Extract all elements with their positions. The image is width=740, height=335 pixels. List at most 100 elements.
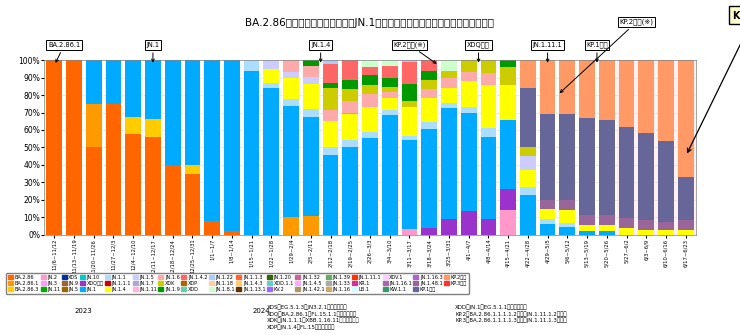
Bar (283, 98, 299, 106)
Bar (441, 108, 457, 219)
Bar (658, 230, 674, 234)
Bar (579, 230, 595, 234)
Bar (520, 156, 536, 170)
Bar (66, 60, 82, 234)
Bar (382, 110, 397, 115)
Bar (658, 141, 674, 222)
Bar (165, 165, 181, 234)
Bar (323, 60, 338, 64)
Bar (619, 127, 634, 218)
Bar (559, 210, 575, 223)
Bar (520, 60, 536, 88)
Bar (579, 225, 595, 230)
Bar (402, 62, 417, 83)
Bar (184, 174, 201, 234)
Bar (480, 219, 497, 234)
Bar (323, 122, 338, 147)
Bar (421, 122, 437, 129)
Bar (323, 155, 338, 234)
Bar (402, 229, 417, 234)
Bar (224, 231, 240, 234)
Bar (559, 60, 575, 114)
Bar (480, 85, 497, 128)
Bar (520, 88, 536, 147)
Text: KP.1系統: KP.1系統 (586, 42, 608, 62)
Bar (145, 119, 161, 137)
Bar (599, 60, 615, 120)
Bar (559, 227, 575, 234)
Bar (165, 60, 181, 165)
Bar (402, 83, 417, 101)
Bar (303, 66, 319, 77)
Bar (579, 60, 595, 118)
Bar (441, 219, 457, 234)
Bar (283, 106, 299, 217)
Bar (539, 219, 556, 224)
Text: JN.1.11.1: JN.1.11.1 (533, 42, 562, 62)
Bar (402, 136, 417, 140)
Bar (362, 132, 378, 138)
Bar (243, 71, 260, 234)
Bar (303, 216, 319, 234)
Bar (520, 187, 536, 195)
Bar (224, 60, 240, 231)
Bar (539, 114, 556, 200)
Bar (303, 109, 319, 117)
Bar (303, 77, 319, 84)
Bar (421, 89, 437, 98)
Bar (678, 60, 693, 177)
Bar (480, 60, 497, 72)
Bar (480, 72, 497, 85)
Text: BA.2.86系統（通称：ピロラ）（JN.1系統など）の検出割合（検出週別検出数）: BA.2.86系統（通称：ピロラ）（JN.1系統など）の検出割合（検出週別検出数… (246, 18, 494, 28)
Bar (204, 220, 220, 234)
Bar (421, 80, 437, 89)
Bar (639, 220, 654, 230)
Bar (263, 88, 279, 234)
Text: JN.1: JN.1 (147, 42, 159, 62)
Bar (303, 60, 319, 66)
Bar (382, 78, 397, 87)
Bar (362, 85, 378, 94)
Text: XDS：EG.5.1.3とJN3.2.1の組み換え体
XDQ：BA.2.86.1とFL.15.1.1の組み換え体
XDK：JN.1.1.1とXBB.1.16.1: XDS：EG.5.1.3とJN3.2.1の組み換え体 XDQ：BA.2.86.1… (266, 305, 359, 330)
Bar (619, 60, 634, 127)
Bar (382, 66, 397, 78)
Legend: BA.2.86, BA.2.86.1, BA.2.86.3, JN.2, JN.3, JN.11, XDS, JN.9, JN.5, JN.10, XDQ系統,: BA.2.86, BA.2.86.1, BA.2.86.3, JN.2, JN.… (6, 273, 469, 294)
Bar (343, 60, 358, 80)
Bar (86, 60, 101, 104)
Text: 2024: 2024 (252, 308, 270, 314)
Bar (500, 85, 516, 120)
Bar (461, 72, 477, 81)
Bar (539, 209, 556, 219)
Bar (599, 230, 615, 234)
Bar (441, 103, 457, 108)
Bar (480, 137, 497, 219)
Bar (678, 230, 693, 234)
Bar (658, 60, 674, 141)
Text: JN.1.4: JN.1.4 (311, 42, 330, 62)
Bar (283, 217, 299, 234)
Bar (461, 211, 477, 234)
Bar (382, 87, 397, 92)
Bar (480, 128, 497, 137)
Bar (559, 200, 575, 210)
Bar (441, 60, 457, 71)
Bar (184, 165, 201, 174)
Bar (106, 60, 121, 104)
Bar (303, 84, 319, 109)
Bar (145, 60, 161, 119)
Bar (619, 228, 634, 234)
Bar (343, 89, 358, 101)
Text: KP.2系統(※): KP.2系統(※) (393, 42, 436, 63)
Bar (382, 60, 397, 66)
Bar (461, 60, 477, 72)
Bar (421, 71, 437, 80)
Bar (678, 177, 693, 220)
Bar (323, 64, 338, 82)
Bar (441, 88, 457, 103)
Bar (362, 67, 378, 75)
Text: XDQ系統: XDQ系統 (467, 42, 490, 62)
Bar (343, 101, 358, 113)
Bar (362, 60, 378, 67)
Bar (47, 60, 62, 234)
Bar (283, 72, 299, 78)
